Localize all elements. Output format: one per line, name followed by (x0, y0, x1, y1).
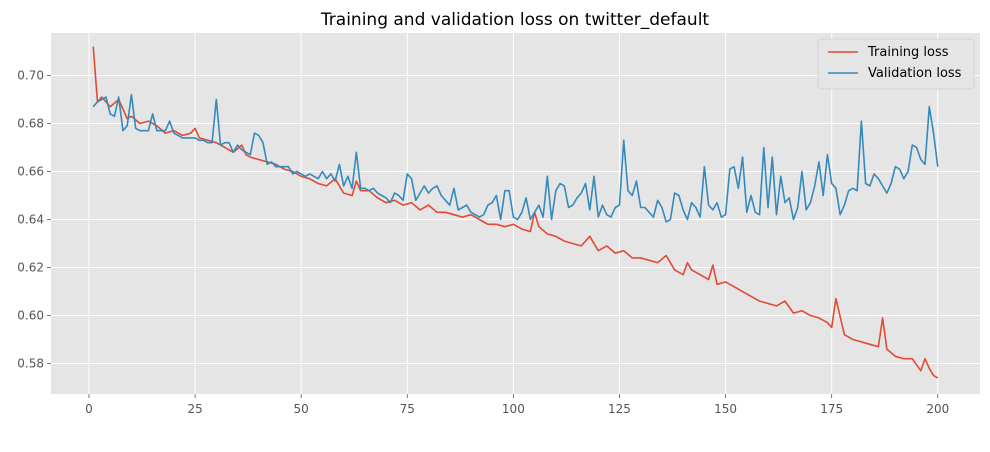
x-tick-label: 200 (926, 402, 949, 416)
legend-label-training: Training loss (867, 45, 949, 60)
x-tick-label: 0 (85, 402, 93, 416)
plot-area (51, 33, 980, 394)
chart-title: Training and validation loss on twitter_… (320, 10, 710, 30)
x-tick-label: 125 (608, 402, 631, 416)
validation-loss-line (92, 93, 939, 223)
legend-label-validation: Validation loss (868, 66, 962, 81)
legend: Training loss Validation loss (817, 38, 975, 90)
y-tick-label: 0.70 (17, 68, 44, 82)
x-tick-label: 75 (400, 402, 415, 416)
x-tick-label: 25 (187, 402, 202, 416)
x-tick-label: 175 (820, 402, 843, 416)
y-tick-label: 0.58 (17, 357, 44, 371)
y-tick-label: 0.68 (17, 116, 44, 130)
x-tick-label: 100 (502, 402, 525, 416)
x-axis: 0 25 50 75 100 125 150 175 200 (85, 394, 949, 416)
series-lines (92, 46, 939, 379)
x-tick-label: 150 (714, 402, 737, 416)
y-tick-label: 0.62 (17, 261, 44, 275)
y-tick-label: 0.64 (17, 213, 44, 227)
y-axis: 0.58 0.60 0.62 0.64 0.66 0.68 0.70 (17, 68, 51, 371)
y-tick-label: 0.66 (17, 164, 44, 178)
y-tick-label: 0.60 (17, 309, 44, 323)
x-tick-label: 50 (294, 402, 309, 416)
training-loss-line (92, 46, 939, 379)
